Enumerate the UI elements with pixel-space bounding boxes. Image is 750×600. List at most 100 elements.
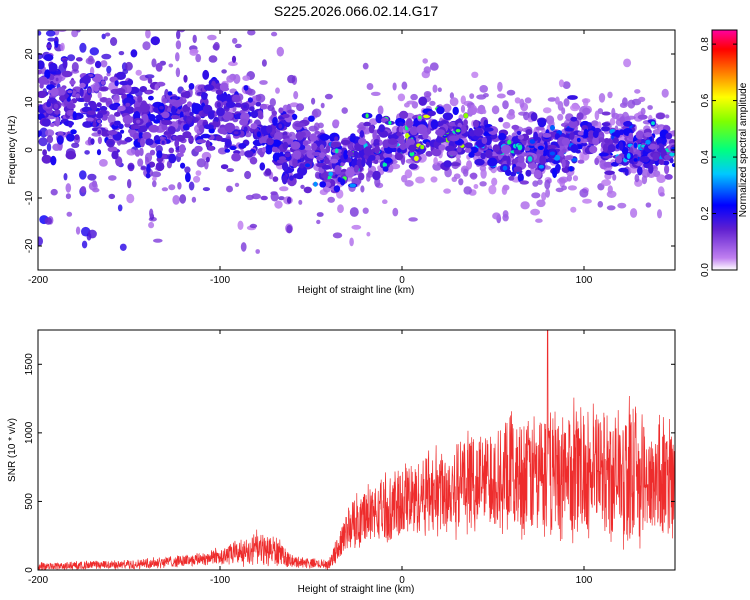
spectrogram-cell <box>100 129 111 137</box>
spectrogram-cell <box>367 170 374 175</box>
spectrogram-cell <box>276 46 284 57</box>
spectrogram-cell <box>144 152 153 163</box>
spectrogram-cell <box>100 60 108 68</box>
spectrogram-cell <box>272 116 278 126</box>
spectrogram-cell <box>609 117 616 126</box>
spectrogram-cell <box>65 150 77 160</box>
spectrogram-cell <box>187 118 191 122</box>
spectrogram-cell <box>392 82 397 91</box>
spectrogram-cell <box>79 42 87 53</box>
spectrogram-cell <box>272 176 279 182</box>
spectrogram-cell <box>48 62 58 72</box>
spectrogram-cell <box>220 164 229 170</box>
spectrogram-cell <box>304 163 311 168</box>
spectrogram-cell <box>382 139 390 149</box>
spectrogram-cell <box>314 130 321 135</box>
spectrogram-cell <box>471 71 479 79</box>
spectrogram-cell <box>216 102 222 108</box>
spectrogram-cell <box>594 110 600 121</box>
spectrogram-cell <box>171 96 179 101</box>
spectrogram-cell <box>618 141 624 151</box>
spectrogram-cell <box>617 202 627 209</box>
spectrogram-cell <box>438 144 446 151</box>
spectrogram-cell <box>259 162 266 171</box>
spectrogram-cell <box>456 146 462 153</box>
spectrogram-cell <box>168 147 175 154</box>
spectrogram-cell <box>351 224 362 230</box>
spectrogram-cell <box>80 186 87 193</box>
spectrogram-cell <box>375 155 381 161</box>
spectrogram-cell <box>225 101 236 108</box>
spectrogram-cell <box>353 150 359 158</box>
spectrogram-cell <box>517 173 524 183</box>
spectrogram-cell <box>189 111 194 117</box>
spectrogram-cell <box>396 132 402 137</box>
spectrogram-cell <box>333 185 341 193</box>
spectrogram-cell <box>104 32 111 37</box>
spectrogram-cell <box>176 152 184 158</box>
spectrogram-cell <box>204 84 214 91</box>
spectrogram-cell <box>175 40 182 50</box>
spectrogram-cell <box>110 37 118 46</box>
spectrogram-cell <box>637 166 643 176</box>
spectrogram-cell <box>168 153 177 164</box>
spectrogram-cell <box>38 30 42 36</box>
spectrogram-cell <box>55 116 60 127</box>
spectrogram-cell <box>561 137 571 146</box>
spectrogram-cell <box>555 96 560 105</box>
spectrogram-cell <box>537 145 545 150</box>
spectrogram-cell <box>612 174 617 181</box>
spectrogram-cell <box>525 129 533 135</box>
spectrogram-cell <box>130 49 138 58</box>
spectrogram-cell <box>303 186 312 194</box>
spectrogram-cell <box>82 121 93 128</box>
spectrogram-cell <box>204 160 209 170</box>
spectrogram-cell <box>665 114 670 119</box>
spectrogram-cell <box>452 106 459 116</box>
spectrogram-cell <box>50 155 57 166</box>
spectrogram-cell <box>349 207 359 217</box>
spectrogram-cell <box>148 124 159 133</box>
spectrogram-cell <box>156 150 163 159</box>
spectrogram-cell <box>374 144 380 154</box>
spectrogram-cell <box>114 111 121 117</box>
spectrogram-cell <box>274 131 283 141</box>
spectrogram-cell <box>475 107 484 114</box>
spectrogram-cell <box>418 115 422 120</box>
spectrogram-cell <box>392 207 399 217</box>
spectrogram-cell <box>592 130 599 139</box>
spectrogram-cell <box>623 58 632 68</box>
spectrogram-cell <box>343 149 349 160</box>
spectrogram-cell <box>125 61 133 71</box>
spectrogram-cell <box>287 109 296 114</box>
spectrogram-cell <box>145 30 151 39</box>
spectrogram-cell <box>270 191 279 202</box>
y-tick-label: -20 <box>24 238 35 253</box>
spectrogram-cell <box>115 156 123 167</box>
spectrogram-cell <box>75 0 81 5</box>
spectrogram-cell <box>502 121 511 129</box>
spectrogram-cell <box>85 117 94 122</box>
spectrogram-cell <box>358 137 367 145</box>
spectrogram-cell <box>645 202 652 208</box>
spectrogram-cell <box>180 162 186 169</box>
spectrogram-cell <box>464 142 473 149</box>
spectrogram-cell <box>292 158 298 169</box>
spectrogram-cell <box>537 118 547 128</box>
spectrogram-cell <box>423 114 431 119</box>
spectrogram-cell <box>68 111 73 115</box>
spectrogram-cell <box>45 30 56 37</box>
spectrogram-cell <box>601 126 610 132</box>
spectrogram-cell <box>562 148 567 154</box>
spectrogram-cell <box>89 47 100 56</box>
spectrogram-cell <box>138 131 144 141</box>
spectrogram-cell <box>101 33 106 40</box>
spectrogram-cell <box>577 159 585 164</box>
spectrogram-cell <box>243 104 248 109</box>
spectrogram-cell <box>418 96 428 106</box>
spectrogram-cell <box>103 76 108 81</box>
spectrogram-cell <box>334 136 339 142</box>
spectrogram-cell <box>224 148 231 153</box>
spectrogram-cell <box>115 71 127 80</box>
spectrogram-cell <box>168 184 176 191</box>
